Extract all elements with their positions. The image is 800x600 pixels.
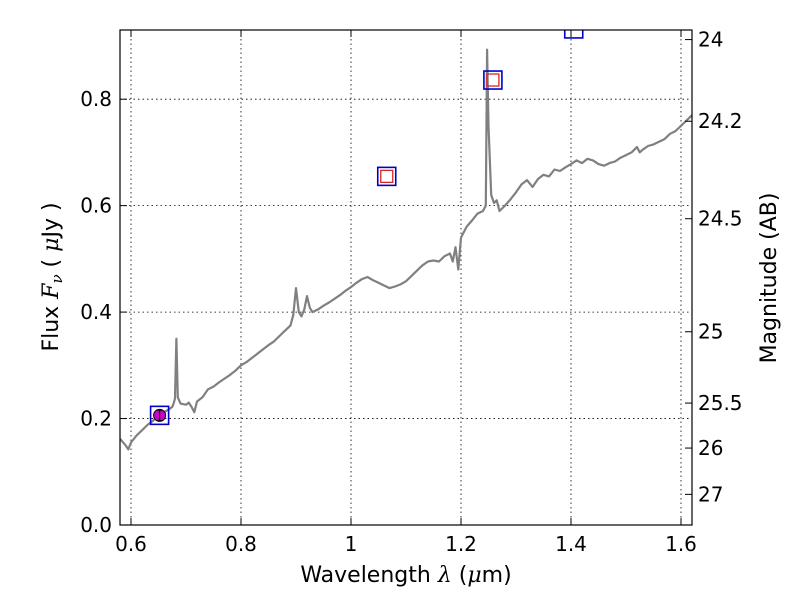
x-axis-label: Wavelength λ (μm) bbox=[300, 563, 511, 588]
x-tick-label: 0.8 bbox=[225, 532, 257, 556]
x-tick-label: 0.6 bbox=[115, 532, 147, 556]
model-square-marker bbox=[149, 405, 170, 426]
y-tick-label: 0.0 bbox=[80, 513, 112, 537]
y2-axis-label: Magnitude (AB) bbox=[757, 193, 782, 364]
y-axis-label: Flux Fν ( μJy ) bbox=[39, 202, 66, 351]
y-tick-label: 0.6 bbox=[80, 194, 112, 218]
y2-tick-label: 24 bbox=[698, 28, 723, 52]
observed-square-marker bbox=[380, 169, 394, 184]
series-layer bbox=[120, 48, 692, 451]
x-tick-label: 1.2 bbox=[445, 532, 477, 556]
y2-tick-label: 25 bbox=[698, 320, 723, 344]
y2-tick-label: 25.5 bbox=[698, 391, 743, 415]
model-square-marker bbox=[483, 70, 503, 90]
y2-tick-label: 24.5 bbox=[698, 207, 743, 231]
observed-square-marker bbox=[486, 73, 500, 87]
x-tick-label: 1 bbox=[345, 532, 358, 556]
model-square-marker bbox=[563, 30, 584, 39]
grid bbox=[120, 30, 692, 525]
x-tick-label: 1.6 bbox=[665, 532, 697, 556]
y-tick-label: 0.4 bbox=[80, 300, 112, 324]
y2-tick-label: 26 bbox=[698, 436, 723, 460]
marker-layer bbox=[149, 30, 584, 426]
spectrum-line bbox=[120, 48, 692, 451]
x-tick-label: 1.4 bbox=[555, 532, 587, 556]
plot-frame bbox=[119, 29, 693, 526]
model-square-marker bbox=[376, 166, 397, 187]
y-tick-label: 0.2 bbox=[80, 407, 112, 431]
y2-tick-label: 24.2 bbox=[698, 109, 743, 133]
ticks: 0.6 0.8 1 1.2 1.4 1.6 0.0 0.2 0.4 0.6 0.8 24 24.2 24.… bbox=[80, 28, 742, 556]
y2-tick-label: 27 bbox=[698, 482, 723, 506]
y-tick-label: 0.8 bbox=[80, 87, 112, 111]
